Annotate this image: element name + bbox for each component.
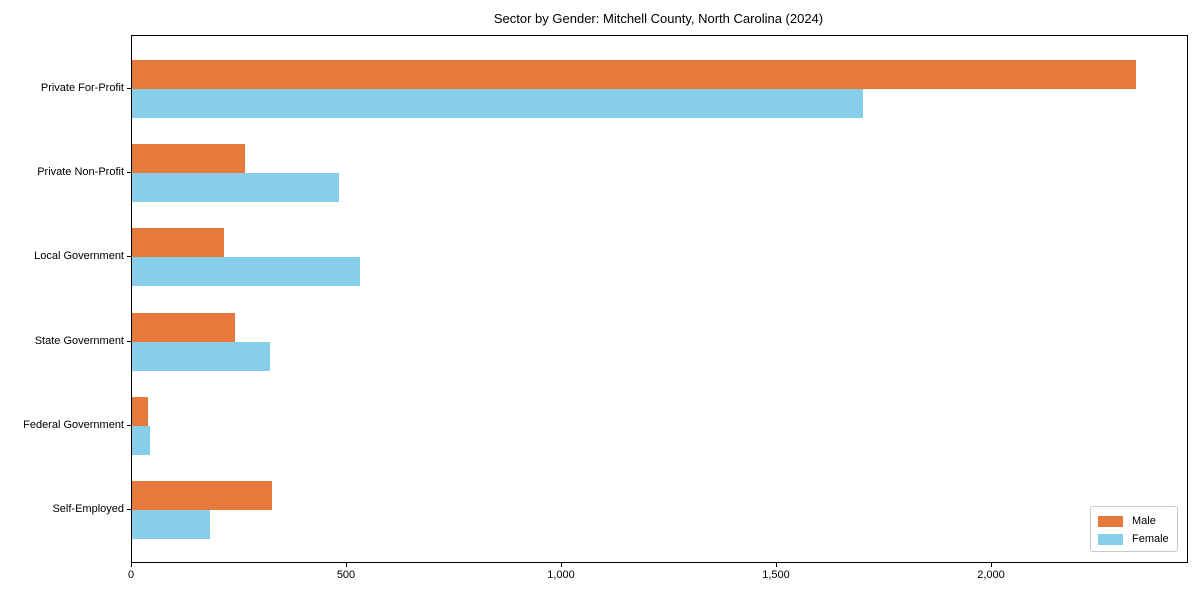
y-label-self-employed: Self-Employed <box>52 503 124 515</box>
x-tick-label-1-500: 1,500 <box>762 569 790 581</box>
x-tick-label-500: 500 <box>336 569 356 581</box>
y-label-private-for-profit: Private For-Profit <box>40 82 124 94</box>
bar-male-private-non-profit <box>132 144 245 173</box>
y-tick-federal-government <box>127 425 131 426</box>
legend-entry-female: Female <box>1098 530 1177 548</box>
x-tick-1-500 <box>776 563 777 567</box>
bar-male-local-government <box>132 228 224 258</box>
x-tick-1-000 <box>561 563 562 567</box>
y-tick-private-for-profit <box>127 88 131 89</box>
bar-female-local-government <box>132 257 360 287</box>
bar-male-federal-government <box>132 396 148 426</box>
y-tick-local-government <box>127 256 131 257</box>
x-tick-2-000 <box>991 563 992 567</box>
legend-swatch-male-icon <box>1098 515 1123 527</box>
legend: Male Female <box>1090 506 1178 552</box>
x-tick-500 <box>346 563 347 567</box>
y-label-private-non-profit: Private Non-Profit <box>37 166 124 178</box>
chart-title: Sector by Gender: Mitchell County, North… <box>493 11 824 26</box>
bar-female-private-for-profit <box>132 88 863 118</box>
bar-female-self-employed <box>132 510 210 540</box>
plot-area <box>131 35 1188 563</box>
x-tick-label-1-000: 1,000 <box>547 569 575 581</box>
bar-female-federal-government <box>132 425 150 455</box>
y-tick-state-government <box>127 341 131 342</box>
bar-female-state-government <box>132 341 270 371</box>
bar-male-state-government <box>132 312 235 342</box>
bar-male-private-for-profit <box>132 59 1136 89</box>
x-tick-label-0: 0 <box>127 569 135 581</box>
bar-female-private-non-profit <box>132 173 339 202</box>
x-tick-label-2-000: 2,000 <box>977 569 1005 581</box>
x-tick-0 <box>131 563 132 567</box>
bar-male-self-employed <box>132 481 272 511</box>
legend-entry-male: Male <box>1098 512 1177 530</box>
legend-label-female: Female <box>1132 533 1169 545</box>
legend-swatch-female-icon <box>1098 533 1123 545</box>
y-label-local-government: Local Government <box>34 250 124 262</box>
legend-label-male: Male <box>1132 515 1156 527</box>
y-label-federal-government: Federal Government <box>23 419 124 431</box>
y-label-state-government: State Government <box>34 335 124 347</box>
y-tick-private-non-profit <box>127 172 131 173</box>
y-tick-self-employed <box>127 509 131 510</box>
